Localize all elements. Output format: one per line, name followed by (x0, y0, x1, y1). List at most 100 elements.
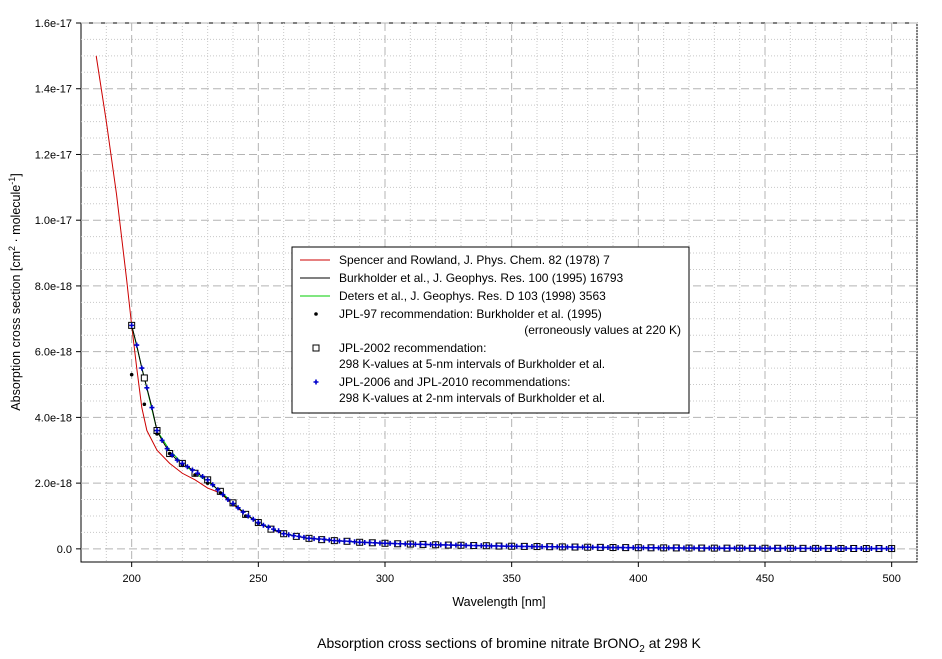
data-point-jpl97 (142, 402, 147, 407)
legend-label-deters: Deters et al., J. Geophys. Res. D 103 (1… (339, 289, 606, 303)
data-point-jpl2006 (559, 544, 565, 550)
data-point-jpl2006 (174, 457, 180, 463)
data-point-jpl2006 (884, 546, 890, 552)
data-point-jpl2006 (357, 539, 363, 545)
data-point-jpl2006 (787, 545, 793, 551)
data-point-jpl2006 (666, 545, 672, 551)
legend-item-spencer: Spencer and Rowland, J. Phys. Chem. 82 (… (300, 253, 610, 267)
data-point-jpl2006 (483, 543, 489, 549)
data-point-jpl2006 (281, 531, 287, 537)
data-point-jpl2006 (600, 544, 606, 550)
data-point-jpl2006 (423, 541, 429, 547)
legend-label-jpl2006: JPL-2006 and JPL-2010 recommendations: (339, 375, 570, 389)
y-tick-label: 0.0 (57, 544, 72, 556)
data-point-jpl2006 (134, 342, 140, 348)
y-tick-label: 6.0e-18 (35, 347, 72, 359)
data-point-jpl2006 (291, 533, 297, 539)
data-point-jpl2006 (635, 545, 641, 551)
legend-swatch-jpl2006 (313, 379, 319, 385)
data-point-jpl2006 (792, 545, 798, 551)
data-point-jpl2006 (149, 405, 155, 411)
data-point-jpl2006 (605, 544, 611, 550)
x-tick-label: 200 (122, 573, 140, 585)
legend-label-spencer: Spencer and Rowland, J. Phys. Chem. 82 (… (339, 253, 610, 267)
legend-label-jpl2006: 298 K-values at 2-nm intervals of Burkho… (339, 391, 605, 405)
data-point-jpl2006 (382, 540, 388, 546)
data-point-jpl2006 (803, 545, 809, 551)
data-point-jpl2006 (473, 543, 479, 549)
data-point-jpl2006 (372, 540, 378, 546)
data-point-jpl2006 (696, 545, 702, 551)
data-point-jpl2006 (255, 520, 261, 526)
data-point-jpl97 (129, 372, 134, 377)
data-point-jpl2006 (458, 542, 464, 548)
y-tick-label: 1.6e-17 (35, 18, 72, 30)
data-point-jpl2006 (331, 538, 337, 544)
data-point-jpl2006 (772, 545, 778, 551)
data-point-jpl2006 (402, 541, 408, 547)
data-point-jpl2006 (549, 544, 555, 550)
data-point-jpl2006 (189, 467, 195, 473)
data-point-jpl2006 (488, 543, 494, 549)
data-point-jpl2006 (889, 546, 895, 552)
data-point-jpl2006 (676, 545, 682, 551)
data-point-jpl2006 (524, 543, 530, 549)
data-point-jpl2006 (630, 545, 636, 551)
y-axis-title: Absorption cross section [cm2 · molecule… (7, 173, 23, 410)
data-point-jpl2006 (727, 545, 733, 551)
data-point-jpl2006 (271, 526, 277, 532)
data-point-jpl2006 (519, 543, 525, 549)
data-point-jpl2006 (544, 544, 550, 550)
data-point-jpl2006 (504, 543, 510, 549)
x-tick-label: 250 (249, 573, 267, 585)
data-point-jpl2006 (195, 470, 201, 476)
data-point-jpl2006 (468, 543, 474, 549)
data-point-jpl2006 (377, 540, 383, 546)
x-tick-label: 400 (629, 573, 647, 585)
data-point-jpl2006 (316, 536, 322, 542)
data-point-jpl2006 (742, 545, 748, 551)
data-point-jpl2006 (347, 538, 353, 544)
data-point-jpl2006 (260, 522, 266, 528)
data-point-jpl2006 (311, 536, 317, 542)
legend-swatch-jpl2002 (312, 344, 320, 352)
data-point-jpl2006 (169, 452, 175, 458)
data-point-jpl2006 (417, 541, 423, 547)
data-point-jpl2006 (721, 545, 727, 551)
data-point-jpl2006 (620, 545, 626, 551)
data-point-jpl2006 (671, 545, 677, 551)
data-point-jpl2006 (575, 544, 581, 550)
data-point-jpl2006 (326, 537, 332, 543)
legend-swatch-jpl97 (314, 312, 318, 316)
axes: 200 250 300 350 400 450 500 0.0 2.0e-18 4.0e-18 6.… (35, 18, 901, 585)
data-point-jpl2006 (818, 545, 824, 551)
data-point-jpl2006 (296, 533, 302, 539)
data-point-jpl2006 (863, 546, 869, 552)
data-point-jpl2006 (757, 545, 763, 551)
data-point-jpl2006 (362, 539, 368, 545)
data-point-jpl2006 (828, 545, 834, 551)
data-point-jpl2006 (225, 497, 231, 503)
legend-label-jpl2002: 298 K-values at 5-nm intervals of Burkho… (339, 357, 605, 371)
data-point-jpl2006 (868, 546, 874, 552)
data-point-jpl2006 (139, 365, 145, 371)
legend-item-jpl2006: JPL-2006 and JPL-2010 recommendations: 29… (313, 375, 605, 405)
data-point-jpl2006 (823, 545, 829, 551)
data-point-jpl2006 (529, 544, 535, 550)
data-point-jpl2006 (154, 428, 160, 434)
data-point-jpl2006 (367, 540, 373, 546)
data-point-jpl2006 (250, 516, 256, 522)
data-point-jpl2006 (701, 545, 707, 551)
data-point-jpl2006 (569, 544, 575, 550)
data-point-jpl2006 (301, 534, 307, 540)
data-point-jpl2006 (220, 492, 226, 498)
y-tick-label: 1.4e-17 (35, 84, 72, 96)
data-point-jpl2006 (144, 385, 150, 391)
legend-item-jpl97: JPL-97 recommendation: Burkholder et al.… (314, 307, 681, 337)
data-point-jpl2006 (215, 487, 221, 493)
data-point-jpl2006 (777, 545, 783, 551)
data-point-jpl2006 (448, 542, 454, 548)
data-point-jpl2006 (747, 545, 753, 551)
data-point-jpl2006 (534, 544, 540, 550)
data-point-jpl2006 (276, 528, 282, 534)
